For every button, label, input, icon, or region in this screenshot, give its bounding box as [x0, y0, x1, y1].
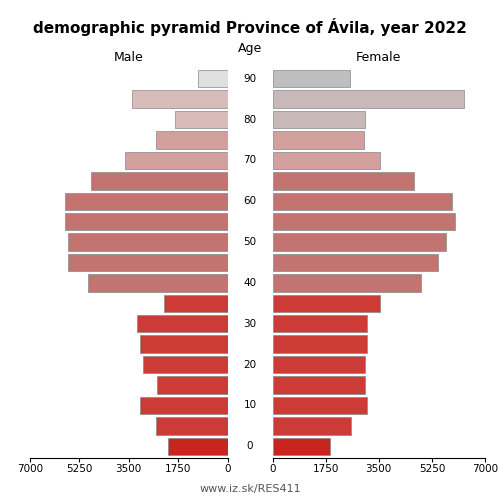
- Bar: [272, 336, 366, 353]
- Bar: [272, 90, 464, 108]
- Bar: [272, 111, 365, 128]
- Bar: [68, 254, 228, 271]
- Bar: [272, 294, 380, 312]
- Bar: [272, 438, 330, 455]
- Bar: [272, 152, 380, 169]
- Bar: [140, 397, 228, 414]
- Bar: [272, 315, 366, 332]
- Bar: [272, 192, 452, 210]
- Bar: [272, 254, 438, 271]
- Bar: [132, 90, 228, 108]
- Text: 90: 90: [244, 74, 256, 84]
- Bar: [124, 152, 228, 169]
- Bar: [68, 234, 228, 251]
- Bar: [198, 70, 228, 87]
- Bar: [272, 132, 364, 148]
- Text: 40: 40: [244, 278, 256, 288]
- Title: Male: Male: [114, 50, 144, 64]
- Bar: [66, 192, 228, 210]
- Bar: [66, 213, 228, 230]
- Text: www.iz.sk/RES411: www.iz.sk/RES411: [199, 484, 301, 494]
- Bar: [156, 417, 228, 434]
- Bar: [140, 336, 228, 353]
- Bar: [272, 376, 365, 394]
- Bar: [90, 172, 228, 190]
- Text: 50: 50: [244, 237, 256, 247]
- Bar: [168, 438, 228, 455]
- Bar: [272, 356, 365, 374]
- Bar: [272, 397, 366, 414]
- Bar: [143, 356, 228, 374]
- Text: 70: 70: [244, 156, 256, 166]
- Text: 0: 0: [247, 442, 254, 452]
- Bar: [157, 376, 228, 394]
- Bar: [137, 315, 228, 332]
- Bar: [164, 294, 228, 312]
- Bar: [272, 172, 414, 190]
- Bar: [272, 234, 446, 251]
- Text: demographic pyramid Province of Ávila, year 2022: demographic pyramid Province of Ávila, y…: [33, 18, 467, 36]
- Bar: [272, 213, 454, 230]
- Text: Age: Age: [238, 42, 262, 55]
- Text: 60: 60: [244, 196, 256, 206]
- Title: Female: Female: [356, 50, 402, 64]
- Bar: [88, 274, 228, 291]
- Bar: [272, 274, 421, 291]
- Bar: [176, 111, 228, 128]
- Text: 10: 10: [244, 400, 256, 410]
- Bar: [272, 417, 351, 434]
- Text: 30: 30: [244, 319, 256, 329]
- Bar: [156, 132, 228, 148]
- Bar: [272, 70, 350, 87]
- Text: 20: 20: [244, 360, 256, 370]
- Text: 80: 80: [244, 114, 256, 124]
